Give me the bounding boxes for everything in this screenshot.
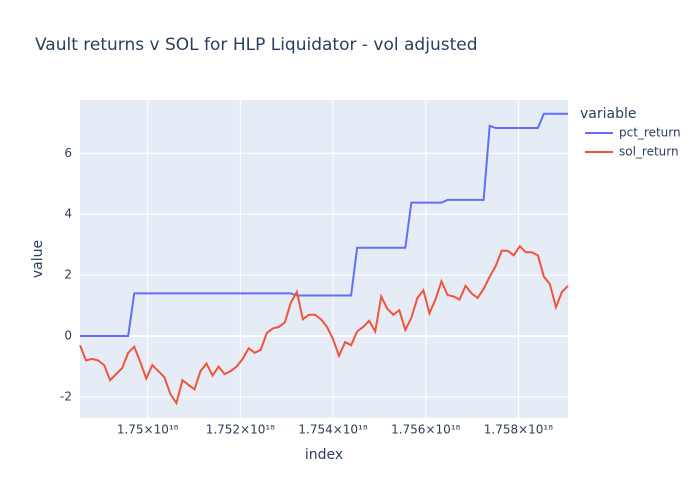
y-tick-label: 0 xyxy=(64,329,72,343)
x-tick-label: 1.756×10¹⁸ xyxy=(391,423,460,437)
x-axis-title: index xyxy=(305,447,343,463)
x-tick-label: 1.75×10¹⁸ xyxy=(117,423,179,437)
line-series xyxy=(79,244,569,406)
y-tick-label: 4 xyxy=(64,207,72,221)
y-tick-label: -2 xyxy=(60,389,72,403)
legend-title: variable xyxy=(580,106,636,122)
chart-title: Vault returns v SOL for HLP Liquidator -… xyxy=(35,35,478,55)
plot-area xyxy=(80,100,568,418)
x-tick-label: 1.752×10¹⁸ xyxy=(206,423,275,437)
y-axis-title: value xyxy=(30,240,46,278)
legend-label: sol_return xyxy=(619,145,679,159)
y-tick-label: 6 xyxy=(64,146,72,160)
legend-label: pct_return xyxy=(619,126,681,140)
x-tick-label: 1.758×10¹⁸ xyxy=(484,423,553,437)
line-series xyxy=(80,112,568,338)
y-tick-label: 2 xyxy=(64,268,72,282)
x-tick-label: 1.754×10¹⁸ xyxy=(298,423,367,437)
